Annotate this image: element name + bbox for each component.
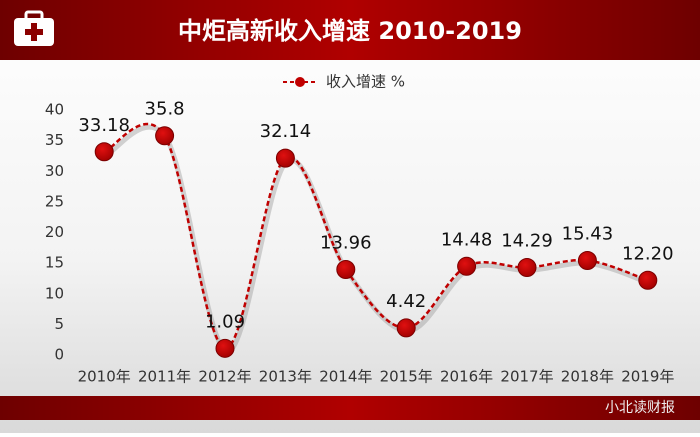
y-tick-label: 5	[54, 315, 64, 333]
chart-title: 中炬高新收入增速 2010-2019	[178, 17, 522, 45]
data-label: 4.42	[386, 291, 426, 312]
data-label: 13.96	[320, 232, 372, 253]
data-label: 15.43	[562, 223, 614, 244]
data-label: 12.20	[622, 243, 674, 264]
data-label: 14.48	[441, 229, 493, 250]
footer-bar	[0, 396, 700, 420]
y-tick-label: 10	[45, 284, 64, 302]
legend-marker	[295, 77, 305, 87]
y-tick-label: 35	[45, 131, 64, 149]
header-bar	[0, 0, 700, 60]
x-tick-label: 2014年	[319, 368, 372, 386]
x-tick-label: 2018年	[561, 368, 614, 386]
marker	[155, 126, 175, 146]
y-tick-label: 40	[45, 101, 64, 119]
marker	[275, 148, 295, 168]
legend-label: 收入增速 %	[326, 73, 405, 91]
y-tick-label: 0	[54, 346, 64, 364]
data-label: 14.29	[501, 230, 553, 251]
marker	[336, 259, 356, 279]
x-tick-label: 2013年	[259, 368, 312, 386]
data-label: 32.14	[260, 121, 312, 142]
data-label: 35.8	[145, 99, 185, 120]
marker	[94, 142, 114, 162]
watermark: 小北读财报	[605, 399, 675, 416]
x-tick-label: 2012年	[198, 368, 251, 386]
kit-icon	[14, 10, 54, 46]
marker	[638, 270, 658, 290]
y-tick-label: 20	[45, 223, 64, 241]
marker	[457, 256, 477, 276]
data-label: 33.18	[78, 115, 130, 136]
marker	[396, 318, 416, 338]
x-tick-label: 2015年	[380, 368, 433, 386]
y-tick-label: 30	[45, 162, 64, 180]
y-tick-label: 15	[45, 254, 64, 272]
x-tick-label: 2019年	[621, 368, 674, 386]
marker	[517, 257, 537, 277]
y-tick-label: 25	[45, 192, 64, 210]
x-tick-label: 2010年	[78, 368, 131, 386]
x-tick-label: 2011年	[138, 368, 191, 386]
marker	[577, 250, 597, 270]
x-tick-label: 2017年	[500, 368, 553, 386]
marker	[215, 338, 235, 358]
x-tick-label: 2016年	[440, 368, 493, 386]
data-label: 1.09	[205, 311, 245, 332]
